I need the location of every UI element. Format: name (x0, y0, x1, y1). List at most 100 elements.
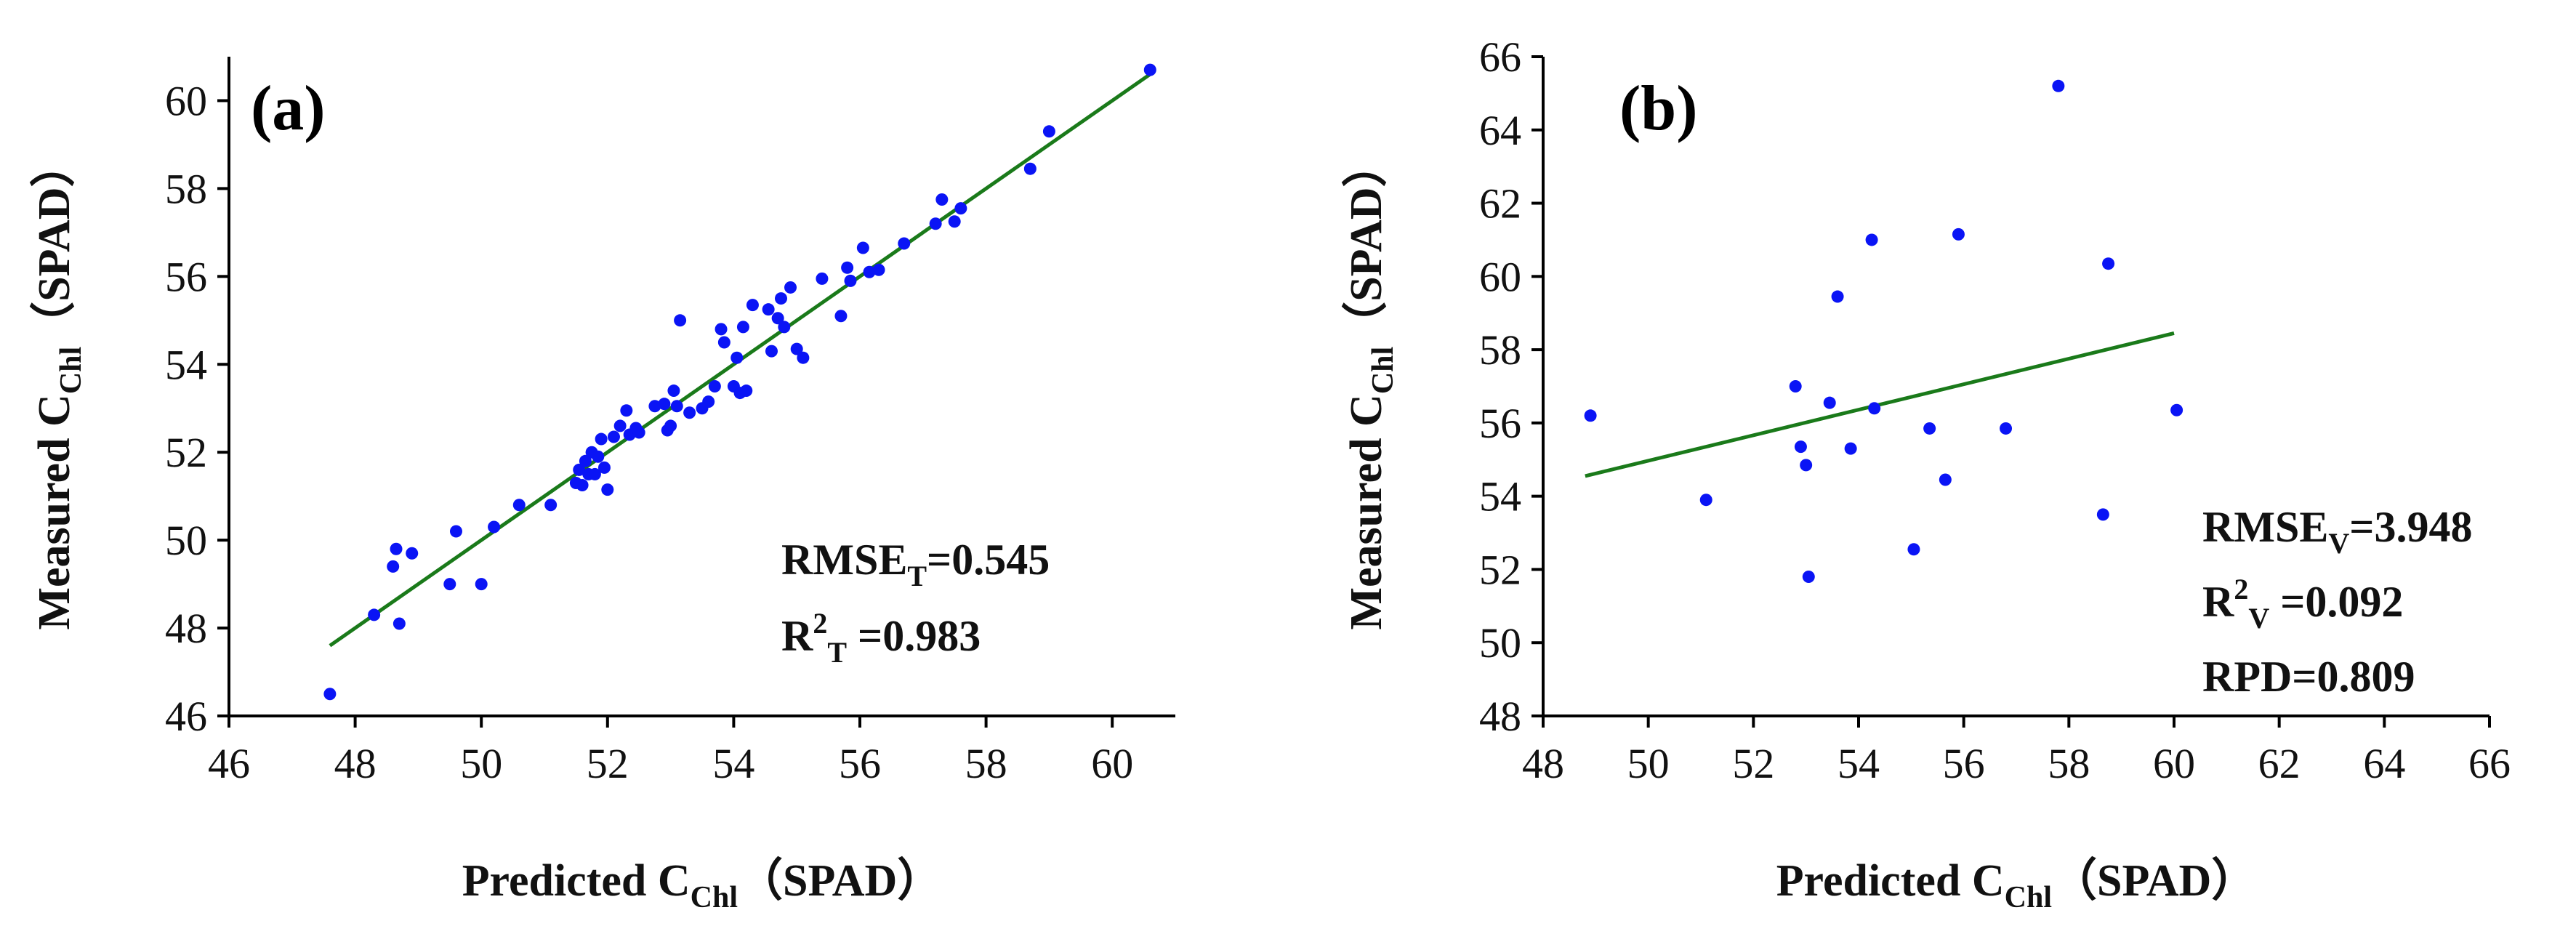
a-data-point (935, 193, 949, 206)
a-data-point (595, 432, 608, 446)
a-data-point (708, 380, 721, 392)
b-x-tick-label: 62 (2258, 740, 2301, 787)
b-data-point (1923, 422, 1936, 435)
b-x-tick-label: 48 (1522, 740, 1564, 787)
b-x-tick-label: 56 (1943, 740, 1985, 787)
a-data-point (683, 406, 696, 419)
a-data-point (736, 321, 749, 334)
b-data-point (1865, 233, 1878, 246)
a-data-point (390, 542, 403, 555)
a-x-axis-title: Predicted CChl（SPAD） (462, 855, 943, 914)
a-data-point (544, 499, 558, 512)
b-x-tick-label: 52 (1732, 740, 1774, 787)
b-x-tick-label: 50 (1627, 740, 1670, 787)
b-stat-annotation: RPD=0.809 (2202, 653, 2415, 701)
a-x-tick-label: 60 (1091, 740, 1133, 787)
b-data-point (1844, 442, 1857, 455)
a-x-tick-label: 46 (208, 740, 250, 787)
a-data-point (607, 430, 620, 443)
a-data-point (658, 398, 671, 411)
a-data-point (393, 617, 406, 630)
b-y-axis-title: Measured CChl（SPAD） (1340, 142, 1400, 630)
b-data-point (1907, 543, 1920, 556)
b-data-point (1802, 571, 1815, 584)
b-y-tick-label: 62 (1479, 180, 1521, 228)
b-x-tick-label: 60 (2153, 740, 2195, 787)
a-data-point (898, 237, 911, 250)
b-data-point (2102, 257, 2115, 270)
a-y-tick-label: 60 (165, 77, 207, 124)
a-data-point (632, 426, 645, 439)
b-panel-label: (b) (1619, 73, 1698, 144)
b-x-tick-label: 64 (2363, 740, 2405, 787)
a-data-point (715, 323, 728, 336)
a-y-axis-title: Measured CChl（SPAD） (28, 142, 88, 630)
b-data-point (2000, 422, 2013, 435)
a-data-point (368, 608, 381, 621)
b-data-point (1868, 402, 1881, 415)
panel-a-chart: 46 48 50 52 54 56 58 60 46 48 50 52 54 56 58 60 (a) RMSET… (28, 57, 1175, 914)
b-data-point (2170, 403, 2183, 416)
a-data-point (929, 217, 942, 230)
a-data-point (1143, 63, 1156, 76)
a-data-point (816, 272, 829, 285)
a-data-point (762, 303, 775, 316)
b-x-tick-label: 58 (2048, 740, 2090, 787)
b-stat-annotation: RMSEV=3.948 (2202, 503, 2472, 560)
a-y-tick-label: 48 (165, 605, 207, 652)
a-data-point (387, 560, 400, 573)
a-data-point (730, 351, 744, 364)
a-data-point (588, 467, 601, 480)
a-y-tick-label: 50 (165, 517, 207, 564)
a-data-point (740, 385, 753, 398)
b-x-tick-label: 54 (1838, 740, 1880, 787)
a-data-point (579, 454, 592, 467)
b-data-point (1939, 473, 1952, 486)
a-data-point (406, 547, 419, 560)
a-data-point (323, 688, 337, 701)
a-data-point (512, 499, 526, 512)
a-data-point (613, 419, 627, 432)
a-x-tick-label: 56 (839, 740, 881, 787)
a-x-tick-label: 48 (334, 740, 377, 787)
a-data-point (778, 321, 791, 334)
a-data-point (601, 483, 614, 496)
b-data-point (1823, 396, 1836, 409)
a-data-point (765, 345, 778, 358)
b-data-point (1794, 440, 1807, 454)
a-data-point (948, 215, 961, 228)
b-y-tick-label: 58 (1479, 326, 1521, 374)
a-data-point (863, 265, 876, 278)
b-y-tick-label: 48 (1479, 693, 1521, 740)
b-y-tick-label: 52 (1479, 546, 1521, 593)
b-data-point (1831, 290, 1844, 303)
b-y-tick-label: 66 (1479, 33, 1521, 81)
a-data-point (834, 310, 848, 323)
a-panel-label: (a) (251, 73, 326, 144)
a-data-point (443, 578, 456, 591)
a-data-point (841, 261, 854, 274)
b-stat-annotation: R2V =0.092 (2202, 573, 2403, 635)
b-x-axis-title: Predicted CChl（SPAD） (1776, 855, 2257, 914)
a-x-tick-label: 54 (712, 740, 754, 787)
a-data-point (797, 351, 810, 364)
b-data-point (2096, 508, 2109, 521)
a-data-point (620, 404, 633, 417)
a-y-tick-label: 52 (165, 429, 207, 476)
a-data-point (597, 461, 611, 474)
a-x-tick-label: 50 (460, 740, 502, 787)
a-data-point (844, 274, 857, 287)
b-y-tick-label: 64 (1479, 107, 1521, 154)
panel-b-chart: 48 50 52 54 56 58 60 62 64 66 48 50 52 54 56 58 60 62 64 66… (1340, 33, 2511, 914)
b-y-tick-label: 54 (1479, 473, 1521, 520)
a-data-point (784, 281, 797, 294)
b-x-tick-label: 66 (2468, 740, 2511, 787)
a-data-point (674, 314, 687, 327)
b-data-point (2052, 79, 2065, 92)
a-y-tick-label: 58 (165, 165, 207, 212)
a-data-point (449, 525, 462, 538)
b-y-tick-label: 60 (1479, 253, 1521, 300)
b-data-point (1952, 228, 1965, 241)
a-data-point (790, 342, 803, 355)
